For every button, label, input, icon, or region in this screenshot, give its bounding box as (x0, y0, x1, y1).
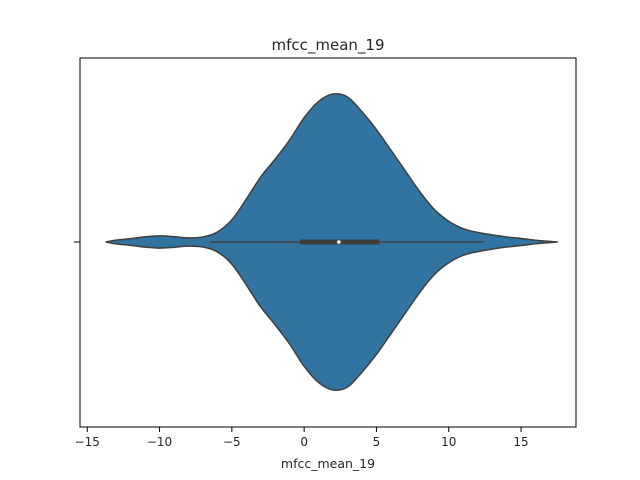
x-tick-label: 15 (513, 435, 528, 449)
x-axis-label: mfcc_mean_19 (281, 456, 375, 471)
x-tick-label: −10 (147, 435, 172, 449)
x-axis-ticks: −15 −10 −5 0 5 10 15 (75, 427, 529, 449)
chart-title: mfcc_mean_19 (271, 36, 384, 55)
plot-area (105, 92, 558, 392)
x-tick-label: 0 (300, 435, 308, 449)
x-tick-label: −5 (223, 435, 241, 449)
x-tick-label: 5 (373, 435, 381, 449)
x-tick-label: 10 (441, 435, 456, 449)
x-tick-label: −15 (75, 435, 100, 449)
median-point (337, 240, 341, 244)
